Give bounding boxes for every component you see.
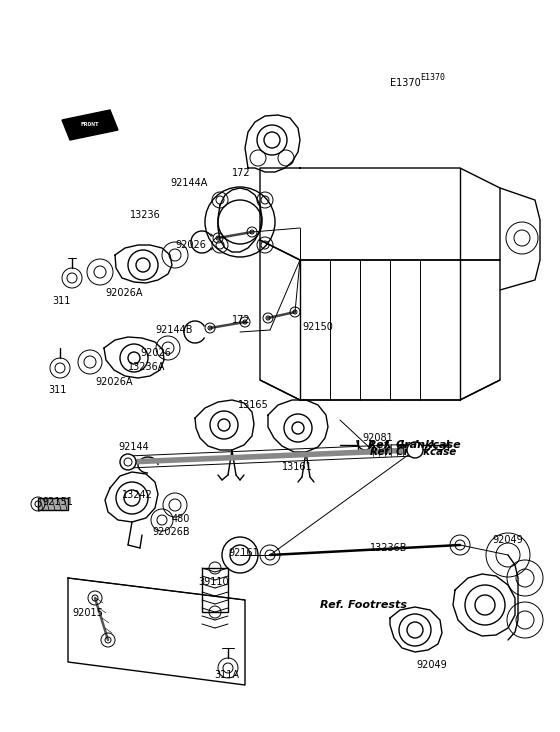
Circle shape — [407, 442, 423, 458]
Text: 92049: 92049 — [492, 535, 522, 545]
Text: 13236B: 13236B — [370, 543, 408, 553]
Text: 13236: 13236 — [130, 210, 161, 220]
Text: 92144: 92144 — [118, 442, 149, 452]
Text: 92026B: 92026B — [152, 527, 190, 537]
Text: 92151: 92151 — [42, 497, 73, 507]
Text: 92026: 92026 — [175, 240, 206, 250]
Text: 13161: 13161 — [282, 462, 312, 472]
Bar — [38, 498, 68, 510]
Text: 39110: 39110 — [198, 577, 228, 587]
Polygon shape — [62, 110, 118, 140]
Text: 480: 480 — [172, 514, 190, 524]
Text: 92150: 92150 — [302, 322, 333, 332]
Text: 13236A: 13236A — [128, 362, 165, 372]
Text: 92161: 92161 — [228, 548, 259, 558]
Text: Ref. Crankcase: Ref. Crankcase — [370, 447, 456, 457]
Text: 172: 172 — [232, 315, 251, 325]
Text: 92015: 92015 — [72, 608, 103, 618]
Circle shape — [120, 454, 136, 470]
Text: 172: 172 — [232, 168, 251, 178]
Text: 92026A: 92026A — [95, 377, 133, 387]
Text: 92026: 92026 — [140, 348, 171, 358]
Text: 311: 311 — [48, 385, 67, 395]
Text: 13165: 13165 — [238, 400, 269, 410]
Text: 311A: 311A — [214, 670, 239, 680]
Text: 92026A: 92026A — [105, 288, 142, 298]
Text: Ref. Crankcase: Ref. Crankcase — [368, 440, 461, 450]
Bar — [202, 568, 228, 612]
Text: 92049: 92049 — [416, 660, 447, 670]
Text: FRONT: FRONT — [81, 122, 99, 127]
Text: 311: 311 — [52, 296, 71, 306]
Text: 13242: 13242 — [122, 490, 153, 500]
Text: E1370: E1370 — [420, 73, 445, 83]
Text: Ref. Footrests: Ref. Footrests — [320, 600, 407, 610]
Text: E1370: E1370 — [390, 78, 421, 88]
Text: 92081: 92081 — [362, 433, 393, 443]
Text: 92144B: 92144B — [155, 325, 193, 335]
Text: 92144A: 92144A — [170, 178, 207, 188]
